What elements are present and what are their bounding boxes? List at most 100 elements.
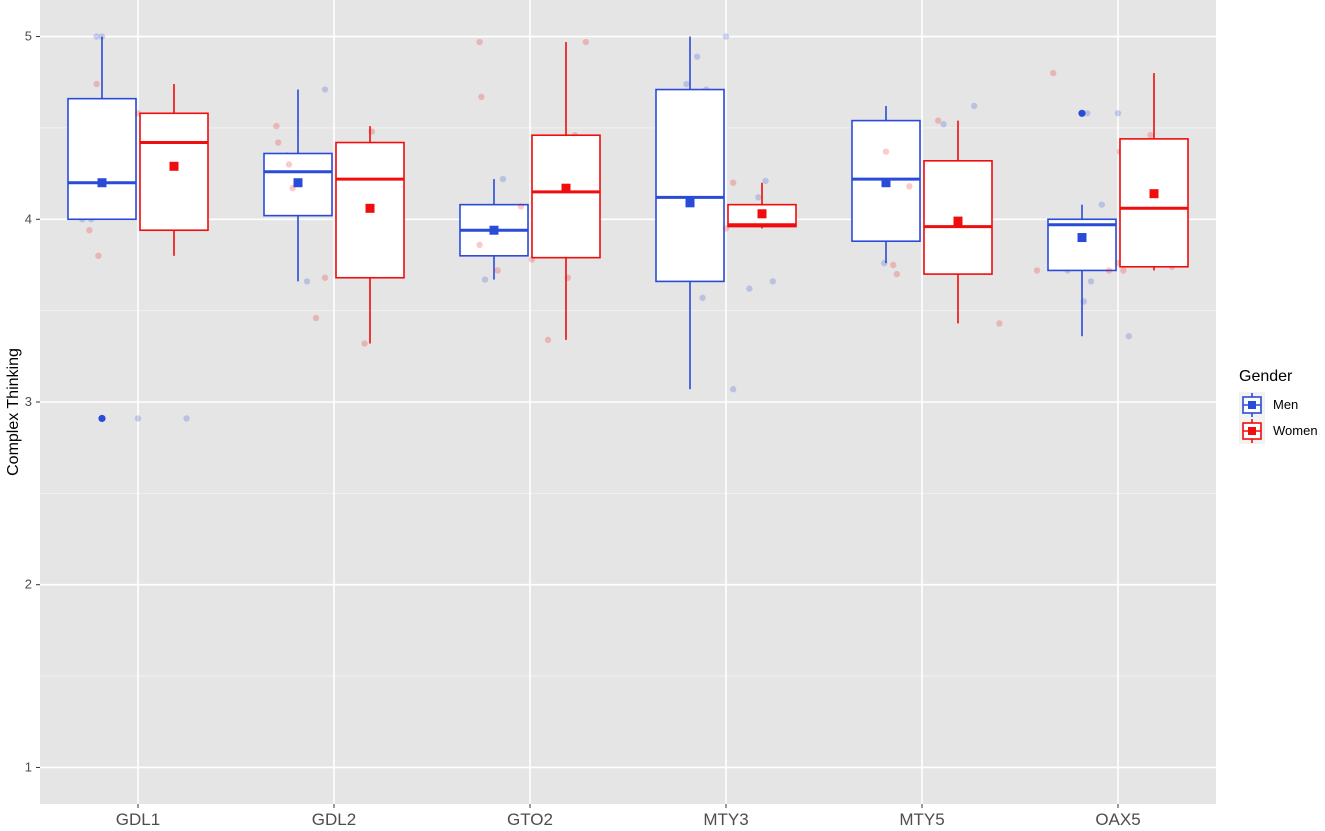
data-point: [935, 117, 942, 124]
legend-item-women: Women: [1239, 418, 1318, 444]
data-point: [517, 203, 525, 210]
data-point: [289, 185, 296, 192]
box-men-gdl2: [263, 86, 386, 285]
data-point: [683, 80, 690, 88]
mean-marker: [97, 178, 107, 188]
box-men-gto2: [459, 175, 529, 283]
data-point: [1084, 110, 1091, 117]
box-women-oax5: [1033, 69, 1189, 274]
chart-marks: [67, 33, 1189, 423]
data-point: [762, 177, 769, 185]
outlier-point: [98, 414, 106, 423]
data-point: [499, 175, 507, 183]
box-women-gdl1: [86, 80, 209, 260]
grid-lines: [40, 0, 1216, 804]
y-tick-label: 5: [25, 29, 32, 44]
data-point: [1105, 267, 1113, 274]
data-point: [582, 38, 589, 46]
mean-marker: [365, 203, 375, 213]
mean-marker: [293, 178, 303, 188]
data-point: [1050, 69, 1057, 77]
data-point: [722, 33, 730, 40]
box-women-gdl2: [273, 122, 405, 347]
data-point: [476, 241, 483, 249]
data-point: [1098, 201, 1106, 208]
box-men-mty5: [851, 102, 978, 267]
axes: 1 2 3 4 5 GDL1 GDL2 GTO2 MTY3 MTY5 OAX5: [25, 29, 1141, 829]
data-point: [694, 53, 701, 60]
x-tick-label: GDL1: [116, 810, 160, 829]
y-tick-label: 1: [25, 759, 32, 774]
data-point: [730, 179, 737, 186]
data-point: [890, 261, 897, 269]
data-point: [321, 86, 329, 93]
data-point: [303, 278, 311, 285]
legend: Gender Men Women: [1239, 368, 1318, 444]
data-point: [93, 80, 100, 88]
box-rect: [67, 97, 137, 221]
mean-marker: [881, 178, 891, 188]
y-tick-label: 3: [25, 394, 32, 409]
mean-marker: [953, 216, 963, 226]
data-point: [134, 415, 142, 422]
data-point: [996, 320, 1003, 327]
y-axis-title: Complex Thinking: [5, 348, 22, 476]
mean-marker: [1077, 233, 1087, 243]
box-men-gdl1: [67, 33, 190, 423]
data-point: [769, 278, 776, 285]
data-point: [730, 386, 737, 393]
data-point: [755, 194, 762, 201]
data-point: [882, 148, 890, 155]
x-tick-label: OAX5: [1095, 810, 1140, 829]
box-men-oax5: [1047, 109, 1161, 340]
data-point: [478, 93, 485, 101]
data-point: [746, 285, 753, 292]
legend-title: Gender: [1239, 368, 1293, 385]
data-point: [361, 340, 368, 347]
data-point: [971, 102, 978, 110]
data-point: [86, 227, 93, 234]
box-rect: [1047, 218, 1117, 272]
data-point: [183, 415, 190, 422]
data-point: [893, 270, 900, 278]
legend-item-men: Men: [1239, 392, 1298, 418]
data-point: [1033, 267, 1041, 274]
data-point: [476, 38, 483, 46]
data-point: [1147, 132, 1154, 139]
legend-key-mean: [1248, 427, 1256, 435]
data-point: [312, 314, 320, 322]
mean-marker: [757, 209, 767, 219]
legend-key-mean: [1248, 401, 1256, 409]
box-women-gto2: [476, 38, 601, 344]
legend-label: Women: [1273, 423, 1318, 438]
y-tick-label: 2: [25, 577, 32, 592]
data-point: [1120, 267, 1127, 274]
mean-marker: [489, 225, 499, 235]
mean-marker: [1149, 189, 1159, 199]
mean-marker: [561, 183, 571, 193]
box-women-mty5: [882, 117, 1003, 327]
box-women-mty3: [722, 179, 797, 232]
data-point: [95, 252, 102, 260]
mean-marker: [685, 198, 695, 208]
legend-label: Men: [1273, 397, 1298, 412]
box-rect: [139, 112, 209, 232]
box-rect: [655, 88, 725, 283]
data-point: [1125, 333, 1133, 340]
data-point: [285, 161, 293, 168]
x-tick-label: MTY3: [703, 810, 748, 829]
data-point: [544, 336, 552, 344]
data-point: [1087, 278, 1095, 285]
box-rect: [531, 134, 601, 259]
data-point: [275, 139, 282, 146]
data-point: [906, 183, 913, 190]
box-men-mty3: [655, 33, 776, 393]
data-point: [494, 267, 501, 274]
outlier-point: [1078, 109, 1086, 117]
data-point: [699, 294, 706, 302]
data-point: [93, 33, 100, 40]
x-tick-label: MTY5: [899, 810, 944, 829]
data-point: [481, 276, 489, 283]
data-point: [321, 274, 329, 281]
box-rect: [1119, 138, 1189, 268]
